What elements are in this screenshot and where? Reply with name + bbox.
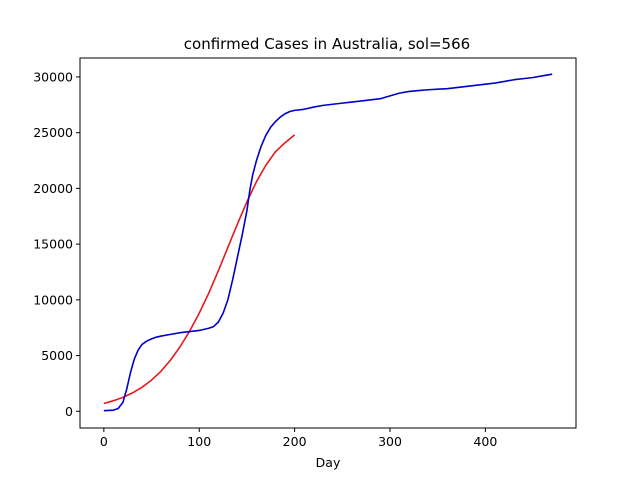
series-line-2 [103,73,553,412]
y-axis-ticks: 0 5000 10000 15000 20000 25000 30000 [33,69,80,419]
y-tick-label: 10000 [33,292,73,307]
series-layer [103,73,553,412]
x-tick-label: 200 [283,434,307,449]
y-tick-label: 25000 [33,125,73,140]
x-tick-label: 300 [378,434,402,449]
x-tick-label: 0 [100,434,108,449]
y-tick-label: 30000 [33,69,73,84]
x-axis-ticks: 0 100 200 300 400 [100,428,497,449]
plot-frame [79,57,577,429]
series-line-1 [103,134,296,405]
x-tick-label: 400 [473,434,497,449]
x-tick-label: 100 [187,434,211,449]
y-tick-label: 5000 [41,348,73,363]
x-axis-label: Day [316,455,341,470]
y-tick-label: 0 [65,404,73,419]
y-tick-label: 20000 [33,181,73,196]
chart-title: confirmed Cases in Australia, sol=566 [184,35,470,53]
y-tick-label: 15000 [33,237,73,252]
